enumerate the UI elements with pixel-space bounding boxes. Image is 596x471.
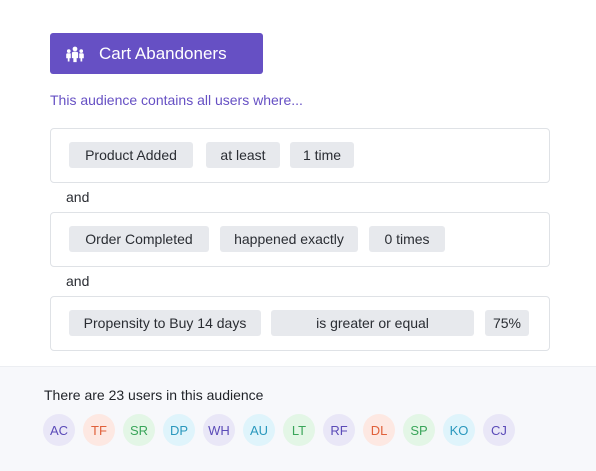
- condition-event-chip[interactable]: Product Added: [69, 142, 193, 168]
- user-avatar[interactable]: WH: [203, 414, 235, 446]
- condition-value-chip[interactable]: 75%: [485, 310, 529, 336]
- user-avatar-list: AC TF SR DP WH AU LT RF DL SP KO CJ: [43, 414, 523, 446]
- audience-summary-footer: There are 23 users in this audience AC TF…: [0, 366, 596, 471]
- condition-joiner: and: [66, 273, 90, 289]
- audience-description: This audience contains all users where..…: [50, 92, 303, 108]
- condition-operator-chip[interactable]: at least: [206, 142, 280, 168]
- condition-operator-chip[interactable]: is greater or equal: [271, 310, 474, 336]
- condition-row-2: Order Completed happened exactly 0 times: [50, 212, 550, 267]
- user-avatar[interactable]: DP: [163, 414, 195, 446]
- condition-row-1: Product Added at least 1 time: [50, 128, 550, 183]
- condition-joiner: and: [66, 189, 90, 205]
- condition-value-chip[interactable]: 0 times: [369, 226, 445, 252]
- user-avatar[interactable]: SP: [403, 414, 435, 446]
- audience-name-button[interactable]: Cart Abandoners: [50, 33, 263, 74]
- user-avatar[interactable]: DL: [363, 414, 395, 446]
- user-avatar[interactable]: KO: [443, 414, 475, 446]
- condition-row-3: Propensity to Buy 14 days is greater or …: [50, 296, 550, 351]
- user-avatar[interactable]: SR: [123, 414, 155, 446]
- condition-operator-chip[interactable]: happened exactly: [220, 226, 358, 252]
- condition-event-chip[interactable]: Propensity to Buy 14 days: [69, 310, 261, 336]
- user-avatar[interactable]: CJ: [483, 414, 515, 446]
- user-avatar[interactable]: AC: [43, 414, 75, 446]
- user-avatar[interactable]: RF: [323, 414, 355, 446]
- user-count-text: There are 23 users in this audience: [44, 387, 264, 403]
- condition-event-chip[interactable]: Order Completed: [69, 226, 209, 252]
- user-avatar[interactable]: AU: [243, 414, 275, 446]
- condition-value-chip[interactable]: 1 time: [290, 142, 354, 168]
- audience-name-label: Cart Abandoners: [99, 43, 227, 63]
- people-group-icon: [64, 43, 86, 65]
- user-avatar[interactable]: TF: [83, 414, 115, 446]
- user-avatar[interactable]: LT: [283, 414, 315, 446]
